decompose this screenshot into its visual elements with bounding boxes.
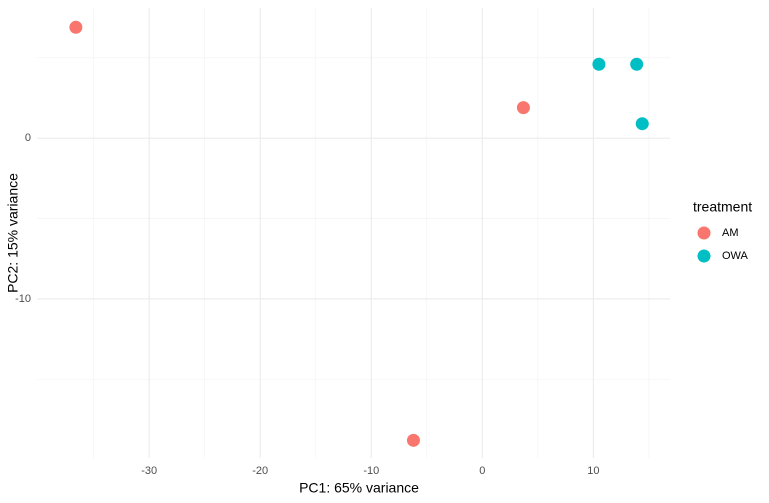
- y-tick-label: -10: [15, 293, 31, 305]
- legend-swatch: [697, 249, 711, 263]
- x-tick-label: -10: [363, 465, 379, 477]
- x-tick-label: 0: [479, 465, 485, 477]
- x-tick-label: 10: [587, 465, 599, 477]
- legend-label: OWA: [722, 250, 749, 262]
- point: [592, 57, 606, 71]
- x-axis-title: PC1: 65% variance: [299, 480, 419, 496]
- legend-title: treatment: [693, 199, 752, 215]
- point: [406, 433, 420, 447]
- y-axis-title: PC2: 15% variance: [5, 173, 21, 293]
- x-tick-label: -30: [141, 465, 157, 477]
- point: [630, 57, 644, 71]
- point: [69, 20, 83, 34]
- x-tick-label: -20: [252, 465, 268, 477]
- legend-swatch: [697, 226, 711, 240]
- legend-label: AM: [722, 227, 739, 239]
- point: [516, 101, 530, 115]
- y-tick-label: 0: [25, 132, 31, 144]
- point: [635, 117, 649, 131]
